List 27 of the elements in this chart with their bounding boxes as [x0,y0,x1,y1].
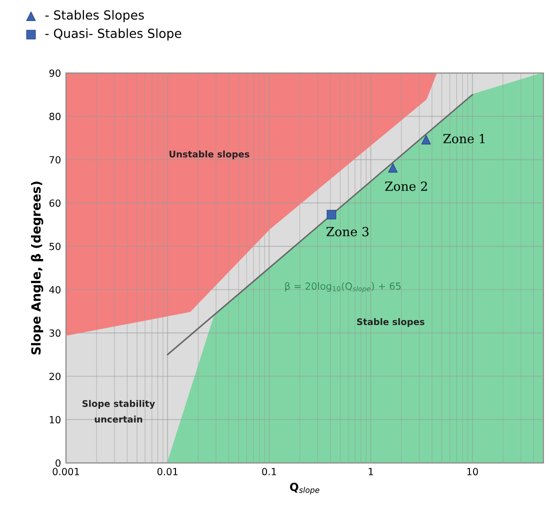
annotation: Zone 1 [443,134,485,144]
y-tick-label: 70 [50,156,60,164]
y-axis-title: Slope Angle, β (degrees) [30,182,44,354]
x-tick-label: 0.1 [262,468,276,476]
annotation: Stable slopes [357,318,424,327]
legend-label: - Stables Slopes [45,10,144,22]
y-tick-label: 20 [49,372,60,380]
x-tick-label: 0.001 [52,468,80,476]
y-tick-label: 10 [50,416,60,424]
annotation: Zone 3 [326,226,369,236]
annotation: Unstable slopes [170,150,250,160]
y-tick-label: 0 [56,459,60,467]
annotation: β = 20log$_{10}$(Q$_{slope}$) + 65 [285,282,401,293]
x-axis-title: Q$_{slope}$ [290,482,320,494]
annotation: uncertain [94,416,142,423]
y-tick-label: 30 [50,329,60,337]
y-tick-label: 80 [49,112,60,120]
x-tick-label: 10 [467,468,478,476]
annotation: Zone 2 [385,181,427,191]
x-tick-label: 0.01 [157,468,178,476]
y-tick-label: 90 [49,69,60,77]
y-tick-label: 40 [49,286,60,294]
legend-label: - Quasi- Stables Slope [45,28,182,40]
annotation: Slope stability [82,400,155,409]
x-tick-label: 1 [368,468,373,476]
y-tick-label: 50 [50,242,60,250]
y-tick-label: 60 [49,199,60,207]
